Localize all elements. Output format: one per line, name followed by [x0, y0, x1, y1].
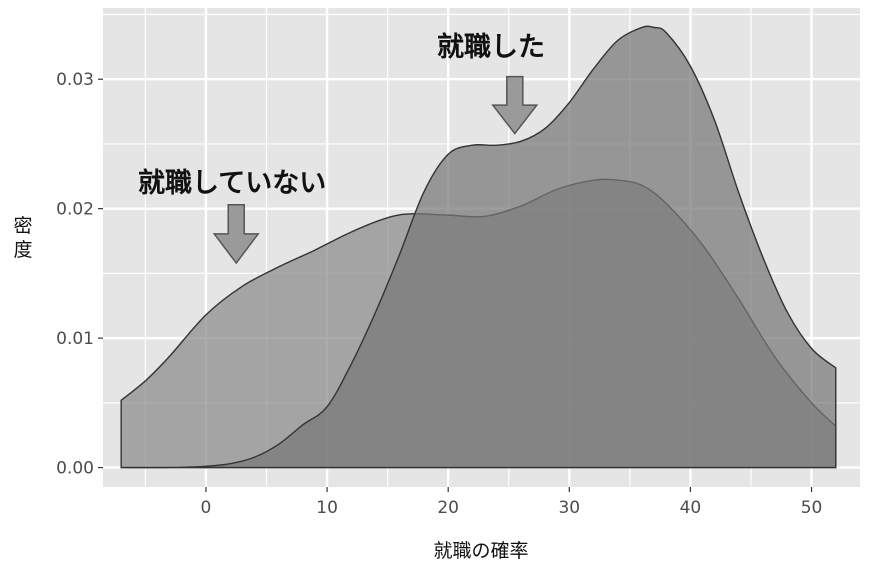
x-axis-ticks: 0 10 20 30 40 50: [201, 487, 823, 518]
x-tick-label: 0: [201, 498, 212, 518]
x-tick-label: 50: [801, 498, 823, 518]
y-tick-label: 0.02: [56, 200, 94, 220]
density-area-employed: [121, 25, 837, 469]
arrow-employed: [491, 75, 539, 135]
x-tick-label: 10: [316, 498, 338, 518]
y-axis-ticks: 0.00 0.01 0.02 0.03: [56, 70, 103, 479]
y-tick-label: 0.00: [56, 459, 94, 479]
x-tick-label: 20: [437, 498, 459, 518]
annotation-employed: 就職した: [437, 32, 545, 63]
x-tick-label: 30: [558, 498, 580, 518]
density-series: [120, 25, 837, 469]
y-axis-label: 密度: [13, 215, 32, 261]
annotation-not-employed: 就職していない: [138, 168, 326, 199]
x-tick-label: 40: [680, 498, 702, 518]
y-axis-label-char: 度: [13, 239, 32, 261]
y-tick-label: 0.01: [56, 329, 94, 349]
y-tick-label: 0.03: [56, 70, 94, 90]
arrow-not-employed: [212, 204, 260, 265]
annotation-arrows: [212, 75, 539, 265]
x-axis-label: 就職の確率: [433, 540, 528, 562]
y-axis-label-char: 密: [13, 215, 32, 237]
